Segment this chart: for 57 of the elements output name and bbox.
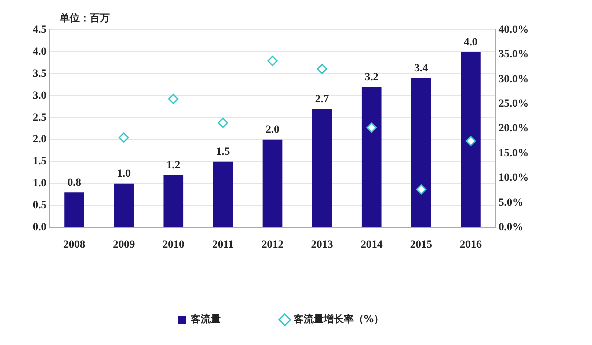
- data-label: 2.7: [315, 93, 330, 106]
- y2-tick-label: 35.0%: [498, 48, 529, 61]
- x-tick-label: 2013: [311, 239, 334, 252]
- y2-tick-label: 0.0%: [498, 222, 524, 234]
- bar: [213, 162, 234, 228]
- point: [118, 132, 130, 143]
- point: [466, 136, 476, 146]
- y2-tick-label: 25.0%: [498, 98, 529, 110]
- data-label: 1.0: [117, 168, 132, 180]
- bar: [412, 78, 432, 228]
- bar: [114, 184, 134, 228]
- data-label: 0.8: [68, 176, 82, 189]
- point: [366, 122, 378, 134]
- data-label: 4.0: [464, 36, 478, 48]
- x-tick-label: 2011: [212, 239, 234, 252]
- y-tick-label: 1.0: [33, 178, 48, 190]
- x-tick-label: 2012: [262, 239, 284, 252]
- y-tick-label: 0.5: [33, 200, 48, 212]
- bar: [362, 87, 382, 228]
- legend-label: 客流量: [190, 314, 221, 326]
- x-tick-label: 2010: [162, 239, 186, 252]
- point: [416, 184, 427, 195]
- y2-tick-label: 10.0%: [498, 172, 529, 184]
- point: [268, 56, 278, 66]
- point: [168, 94, 179, 104]
- y-tick-label: 2.5: [33, 112, 48, 124]
- text: 单位：百万: [58, 12, 110, 25]
- y2-tick-label: 40.0%: [498, 24, 529, 36]
- y-tick-label: 4.5: [33, 24, 48, 36]
- x-tick-label: 2008: [64, 239, 86, 252]
- legend-label: 客流量增长率（%）: [292, 314, 384, 326]
- data-label: 2.0: [266, 124, 280, 136]
- data-label: 3.2: [364, 71, 380, 84]
- y-tick-label: 4.0: [33, 46, 48, 58]
- y-tick-label: 0.0: [33, 222, 48, 234]
- y-tick-label: 3.5: [33, 68, 48, 80]
- y2-tick-label: 15.0%: [498, 147, 529, 160]
- data-label: 3.4: [414, 62, 429, 75]
- point: [218, 118, 228, 128]
- data-label: 1.2: [166, 159, 182, 172]
- y2-tick-label: 20.0%: [498, 122, 529, 135]
- x-tick-label: 2015: [410, 239, 433, 252]
- point: [317, 64, 328, 74]
- y2-tick-label: 30.0%: [498, 73, 529, 86]
- x-tick-label: 2014: [360, 239, 384, 252]
- y-tick-label: 1.5: [33, 156, 48, 168]
- x-tick-label: 2009: [113, 239, 136, 252]
- y-tick-label: 3.0: [33, 90, 48, 102]
- x-tick-label: 2016: [460, 239, 482, 252]
- bar: [262, 140, 283, 228]
- bar: [64, 192, 84, 228]
- bar: [312, 109, 332, 228]
- y2-tick-label: 5.0%: [498, 196, 524, 209]
- data-label: 1.5: [216, 146, 231, 158]
- y-tick-label: 2.0: [33, 134, 48, 146]
- bar: [461, 52, 481, 228]
- bar: [164, 175, 184, 228]
